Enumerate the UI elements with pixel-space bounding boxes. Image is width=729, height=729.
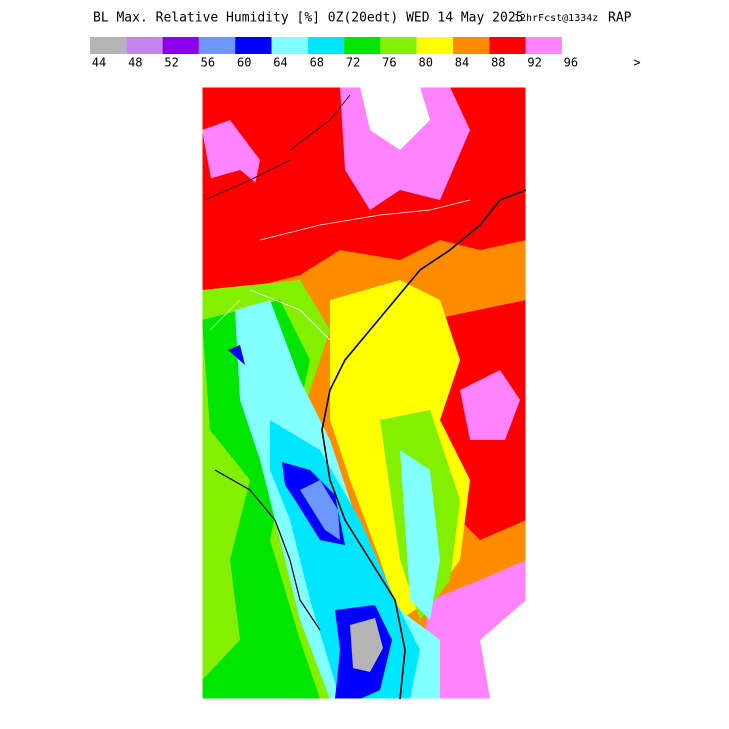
legend-label: 52	[164, 56, 178, 70]
humidity-region	[350, 618, 383, 672]
legend-swatch	[380, 37, 417, 54]
colorbar: 44 48 52 56 60 64 68 72 76 80 84 88 92 96 >	[90, 37, 641, 70]
map	[202, 87, 526, 699]
humidity-region	[480, 600, 526, 699]
legend-label: 56	[201, 56, 215, 70]
legend-swatch	[344, 37, 381, 54]
model-label: RAP	[608, 11, 632, 26]
legend-swatch	[235, 37, 272, 54]
legend-label: 92	[527, 56, 541, 70]
legend-label: 72	[346, 56, 360, 70]
humidity-region	[300, 480, 340, 540]
title: BL Max. Relative Humidity [%] 0Z(20edt) …	[93, 11, 523, 26]
legend-swatch	[271, 37, 308, 54]
legend-swatch	[416, 37, 453, 54]
humidity-region	[205, 170, 265, 270]
legend-label: 68	[310, 56, 324, 70]
legend-swatch	[453, 37, 490, 54]
legend-label: 64	[273, 56, 287, 70]
legend-label: 88	[491, 56, 505, 70]
legend-swatch	[90, 37, 127, 54]
coastline	[204, 94, 526, 699]
legend-label: 84	[455, 56, 469, 70]
legend-swatch	[198, 37, 236, 54]
legend-swatch	[525, 37, 562, 54]
legend-label: 76	[382, 56, 396, 70]
legend-label: 48	[128, 56, 142, 70]
legend-swatch	[489, 37, 526, 54]
humidity-region	[460, 370, 520, 440]
humidity-region	[400, 450, 440, 620]
humidity-region	[360, 87, 430, 150]
forecast-label: 12hrFcst@1334z	[514, 13, 598, 24]
legend-label: 60	[237, 56, 251, 70]
legend-label: 96	[564, 56, 578, 70]
legend-swatch	[126, 37, 163, 54]
borders	[209, 199, 471, 341]
legend-label: 44	[92, 56, 106, 70]
humidity-region	[228, 345, 245, 365]
legend-label: >	[633, 56, 640, 70]
legend-swatch	[307, 37, 345, 54]
legend-swatch	[162, 37, 199, 54]
legend-label: 80	[418, 56, 432, 70]
